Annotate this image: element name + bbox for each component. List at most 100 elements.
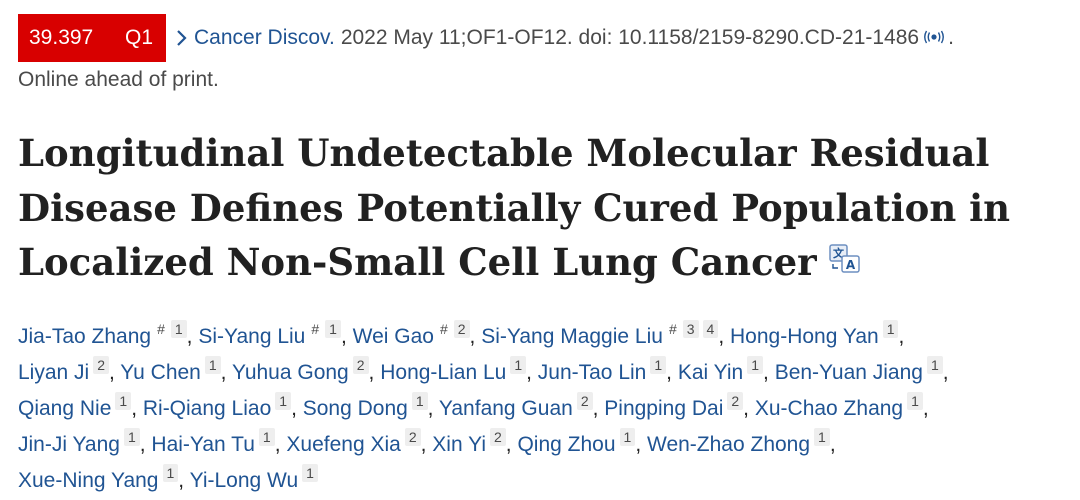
publication-status: Online ahead of print. [18, 68, 219, 91]
author-separator: , [635, 432, 647, 456]
affiliation-link[interactable]: 1 [747, 355, 764, 374]
author-link[interactable]: Jia-Tao Zhang [18, 324, 152, 348]
author-link[interactable]: Jun-Tao Lin [537, 360, 647, 384]
affiliation-link[interactable]: 2 [490, 427, 506, 446]
author-link[interactable]: Xuefeng Xia [286, 432, 401, 456]
affiliation-link[interactable]: 1 [123, 427, 140, 446]
author-link[interactable]: Ben-Yuan Jiang [774, 360, 923, 384]
chevron-right-icon[interactable] [176, 29, 188, 47]
affiliation-link[interactable]: 1 [115, 391, 132, 410]
author-link[interactable]: Song Dong [302, 396, 408, 420]
author-separator: , [666, 360, 678, 384]
author-line: Xue-Ning Yang 1, Yi-Long Wu 1 [18, 463, 1068, 499]
impact-factor: 39.397 [29, 26, 94, 49]
citation-line: 39.397 Q1 Cancer Discov. 2022 May 11;OF1… [18, 14, 1068, 62]
author-separator: , [898, 324, 905, 348]
affiliation-link[interactable]: 1 [926, 355, 943, 374]
author-separator: , [763, 360, 775, 384]
equal-contribution-mark: # [311, 320, 320, 337]
author-link[interactable]: Yi-Long Wu [189, 468, 299, 492]
author-separator: , [829, 432, 836, 456]
author-separator: , [368, 360, 381, 384]
author-separator: , [131, 396, 143, 420]
equal-contribution-mark: # [157, 320, 165, 337]
author-separator: , [427, 396, 439, 420]
affiliation-link[interactable]: 1 [510, 355, 527, 374]
author-separator: , [186, 324, 199, 348]
affiliation-link[interactable]: 2 [453, 319, 470, 338]
affiliation-link[interactable]: 2 [727, 391, 744, 410]
citation-trailing: . [948, 26, 954, 49]
affiliation-link[interactable]: 1 [162, 463, 179, 482]
svg-text:A: A [846, 258, 856, 272]
translate-icon[interactable]: 文 A [828, 234, 861, 289]
author-link[interactable]: Hong-Hong Yan [730, 324, 879, 348]
affiliation-link[interactable]: 1 [907, 391, 923, 410]
affiliation-link[interactable]: 1 [325, 319, 341, 338]
affiliation-link[interactable]: 2 [576, 391, 593, 410]
affiliation-link[interactable]: 1 [170, 319, 187, 338]
author-link[interactable]: Yu Chen [120, 360, 201, 384]
author-separator: , [291, 396, 303, 420]
affiliation-link[interactable]: 2 [352, 355, 369, 374]
author-separator: , [178, 468, 190, 492]
equal-contribution-mark: # [439, 320, 448, 337]
author-link[interactable]: Kai Yin [677, 360, 744, 384]
affiliation-link[interactable]: 1 [275, 391, 292, 410]
author-separator: , [718, 324, 731, 348]
article-title-text: Longitudinal Undetectable Molecular Resi… [18, 131, 1011, 284]
author-link[interactable]: Xue-Ning Yang [18, 468, 159, 492]
author-link[interactable]: Wen-Zhao Zhong [647, 432, 811, 456]
author-separator: , [922, 396, 929, 420]
author-link[interactable]: Hai-Yan Tu [151, 432, 255, 456]
impact-factor-badge: 39.397 Q1 [18, 14, 166, 62]
author-line: Jin-Ji Yang 1, Hai-Yan Tu 1, Xuefeng Xia 2,… [18, 427, 1068, 463]
author-separator: , [139, 432, 152, 456]
equal-contribution-mark: # [668, 320, 677, 337]
author-link[interactable]: Xu-Chao Zhang [754, 396, 904, 420]
author-list: Jia-Tao Zhang #1, Si-Yang Liu #1, Wei Gao #… [18, 319, 1068, 499]
affiliation-link[interactable]: 1 [882, 319, 899, 338]
author-separator: , [420, 432, 433, 456]
author-line: Jia-Tao Zhang #1, Si-Yang Liu #1, Wei Gao #… [18, 319, 1068, 355]
author-separator: , [340, 324, 353, 348]
affiliation-link[interactable]: 1 [204, 355, 221, 374]
author-link[interactable]: Qing Zhou [517, 432, 616, 456]
affiliation-link[interactable]: 1 [411, 391, 428, 410]
author-separator: , [942, 360, 949, 384]
article-header: 39.397 Q1 Cancer Discov. 2022 May 11;OF1… [18, 14, 1068, 499]
affiliation-link[interactable]: 3 [682, 319, 699, 338]
broadcast-icon[interactable] [922, 26, 946, 50]
author-link[interactable]: Pingping Dai [604, 396, 724, 420]
affiliation-link[interactable]: 1 [302, 463, 318, 482]
author-line: Qiang Nie 1, Ri-Qiang Liao 1, Song Dong 1, … [18, 391, 1068, 427]
author-link[interactable]: Liyan Ji [18, 360, 90, 384]
author-link[interactable]: Ri-Qiang Liao [142, 396, 272, 420]
author-link[interactable]: Qiang Nie [18, 396, 112, 420]
citation-details: 2022 May 11;OF1-OF12. doi: 10.1158/2159-… [340, 26, 920, 49]
affiliation-link[interactable]: 1 [814, 427, 830, 446]
author-separator: , [109, 360, 121, 384]
author-link[interactable]: Yuhua Gong [231, 360, 349, 384]
affiliation-link[interactable]: 1 [650, 355, 667, 374]
affiliation-link[interactable]: 4 [702, 319, 719, 338]
affiliation-link[interactable]: 1 [258, 427, 275, 446]
author-link[interactable]: Wei Gao [352, 324, 434, 348]
author-link[interactable]: Si-Yang Liu [198, 324, 306, 348]
author-link[interactable]: Hong-Lian Lu [380, 360, 507, 384]
author-separator: , [469, 324, 482, 348]
author-link[interactable]: Yanfang Guan [438, 396, 573, 420]
journal-link[interactable]: Cancer Discov. [194, 26, 335, 49]
affiliation-link[interactable]: 2 [93, 355, 109, 374]
author-separator: , [274, 432, 287, 456]
article-title: Longitudinal Undetectable Molecular Resi… [18, 126, 1068, 293]
author-link[interactable]: Jin-Ji Yang [18, 432, 120, 456]
author-separator: , [592, 396, 605, 420]
quartile: Q1 [124, 26, 153, 49]
affiliation-link[interactable]: 2 [404, 427, 421, 446]
affiliation-link[interactable]: 1 [619, 427, 636, 446]
author-separator: , [505, 432, 518, 456]
author-separator: , [526, 360, 538, 384]
author-link[interactable]: Xin Yi [432, 432, 486, 456]
author-link[interactable]: Si-Yang Maggie Liu [481, 324, 663, 348]
